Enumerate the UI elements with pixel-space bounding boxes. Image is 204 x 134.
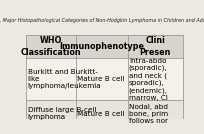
Text: WHO
Classification: WHO Classification — [21, 36, 81, 57]
Text: Diffuse large B-cell
lymphoma: Diffuse large B-cell lymphoma — [28, 107, 96, 120]
Bar — [26, 58, 183, 100]
Text: Mature B cell: Mature B cell — [77, 76, 124, 82]
Text: Mature B cell: Mature B cell — [77, 111, 124, 117]
Text: Clini
Presen: Clini Presen — [140, 36, 171, 57]
Text: Nodal, abd
bone, prim
follows nor: Nodal, abd bone, prim follows nor — [129, 104, 168, 124]
Bar — [26, 100, 183, 128]
Text: Table 2. Major Histopathological Categories of Non-Hodgkin Lymphoma in Children : Table 2. Major Histopathological Categor… — [0, 18, 204, 23]
Bar — [26, 35, 183, 58]
Text: Intra-abdo
(sporadic),
and neck (
sporadic),
(endemic),
marrow, Cl: Intra-abdo (sporadic), and neck ( sporad… — [129, 57, 168, 100]
Text: Immunophenotype: Immunophenotype — [59, 42, 144, 51]
Text: Burkitt and Burkitt-
like
lymphoma/leukemia: Burkitt and Burkitt- like lymphoma/leuke… — [28, 69, 101, 89]
